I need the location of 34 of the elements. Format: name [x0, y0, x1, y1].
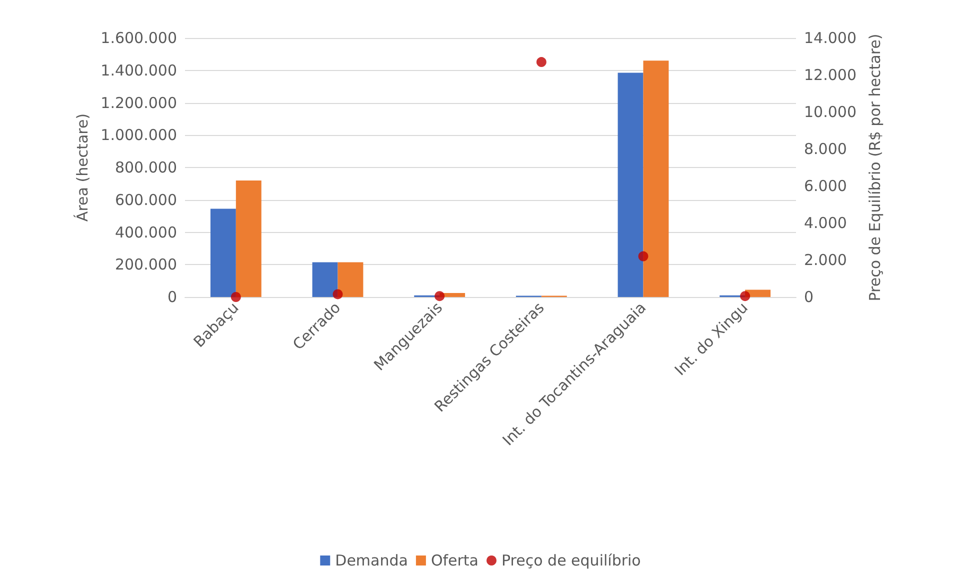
y2-tick-label: 12.000 — [804, 66, 856, 84]
point — [638, 251, 648, 262]
point — [434, 291, 445, 302]
y2-axis-title: Preço de Equilíbrio (R$ por hectare) — [866, 34, 884, 302]
y2-tick-label: 14.000 — [804, 29, 856, 47]
point — [332, 289, 343, 300]
bar — [643, 60, 669, 297]
y2-tick-label: 2.000 — [804, 251, 847, 269]
legend-label: Preço de equilíbrio — [502, 552, 641, 570]
bar — [338, 262, 364, 297]
point — [536, 57, 546, 68]
y2-tick-label: 0 — [804, 288, 814, 306]
bar — [210, 208, 236, 297]
y-tick-label: 1.000.000 — [100, 126, 177, 144]
bar — [236, 180, 262, 297]
y-tick-label: 400.000 — [114, 223, 177, 242]
y-tick-label: 800.000 — [114, 158, 177, 176]
legend-label: Demanda — [335, 552, 408, 570]
y-tick-label: 1.400.000 — [100, 61, 177, 80]
y2-tick-label: 10.000 — [804, 103, 856, 121]
y2-tick-label: 8.000 — [804, 140, 847, 158]
y-axis-title: Área (hectare) — [73, 113, 92, 222]
bar — [618, 72, 644, 297]
y-tick-label: 600.000 — [114, 190, 177, 209]
y-tick-label: 0 — [167, 288, 177, 306]
y-tick-label: 200.000 — [114, 256, 177, 274]
bar — [312, 262, 338, 297]
y-tick-label: 1.600.000 — [100, 29, 177, 47]
legend-label: Oferta — [430, 552, 479, 570]
y-tick-label: 1.200.000 — [100, 94, 177, 112]
y2-tick-label: 6.000 — [804, 177, 847, 195]
y2-tick-label: 4.000 — [804, 214, 847, 232]
point — [230, 292, 241, 302]
point — [740, 291, 750, 302]
